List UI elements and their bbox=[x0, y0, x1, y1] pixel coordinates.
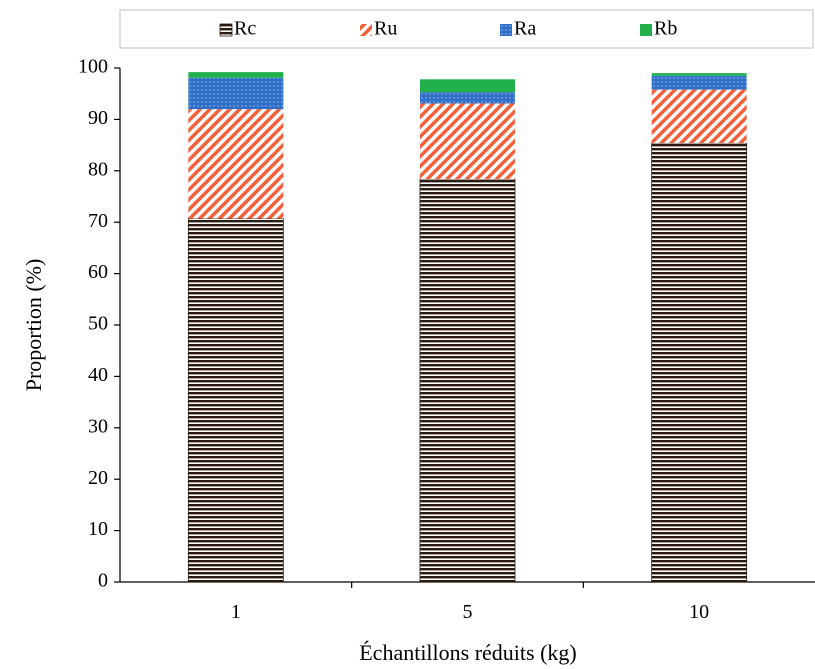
bar-rc-1 bbox=[187, 218, 284, 583]
legend-frame bbox=[119, 9, 814, 49]
x-tick-label: 5 bbox=[463, 601, 473, 623]
bar-rb-5 bbox=[420, 79, 515, 93]
bar-ra-5 bbox=[420, 92, 515, 104]
bar-ra-1 bbox=[188, 77, 284, 110]
y-tick-label: 90 bbox=[88, 107, 108, 129]
bar-rc-5 bbox=[419, 178, 516, 583]
legend-label-rc: Rc bbox=[234, 18, 256, 40]
bars bbox=[187, 72, 748, 583]
y-tick-label: 80 bbox=[88, 158, 108, 180]
bar-ra-10 bbox=[651, 75, 747, 90]
y-tick-label: 10 bbox=[88, 518, 108, 540]
y-tick-label: 100 bbox=[78, 56, 108, 78]
bar-rb-1 bbox=[188, 72, 284, 78]
legend: Rc Ru Ra Rb bbox=[119, 9, 814, 49]
y-tick-label: 20 bbox=[88, 467, 108, 489]
x-tick-label: 10 bbox=[689, 601, 709, 623]
y-tick-label: 30 bbox=[88, 415, 108, 437]
bar-rc-10 bbox=[651, 142, 748, 583]
legend-swatch-ra bbox=[500, 24, 512, 36]
bar-ru-5 bbox=[420, 103, 515, 180]
legend-swatch-ru bbox=[360, 24, 372, 36]
bar-ru-1 bbox=[188, 109, 284, 219]
legend-label-ru: Ru bbox=[374, 18, 397, 40]
bar-ru-10 bbox=[651, 89, 747, 144]
y-tick-label: 50 bbox=[88, 313, 108, 335]
x-axis-title: Échantillons réduits (kg) bbox=[359, 640, 577, 665]
y-axis-title: Proportion (%) bbox=[21, 259, 46, 392]
legend-label-rb: Rb bbox=[654, 18, 677, 40]
bar-rb-10 bbox=[651, 73, 747, 76]
legend-swatch-rb bbox=[640, 24, 652, 36]
y-tick-label: 40 bbox=[88, 364, 108, 386]
x-tick-label: 1 bbox=[231, 601, 241, 623]
legend-label-ra: Ra bbox=[514, 18, 536, 40]
y-tick-label: 70 bbox=[88, 210, 108, 232]
legend-swatch-rc bbox=[219, 23, 233, 37]
y-tick-label: 60 bbox=[88, 261, 108, 283]
y-tick-label: 0 bbox=[98, 570, 108, 592]
